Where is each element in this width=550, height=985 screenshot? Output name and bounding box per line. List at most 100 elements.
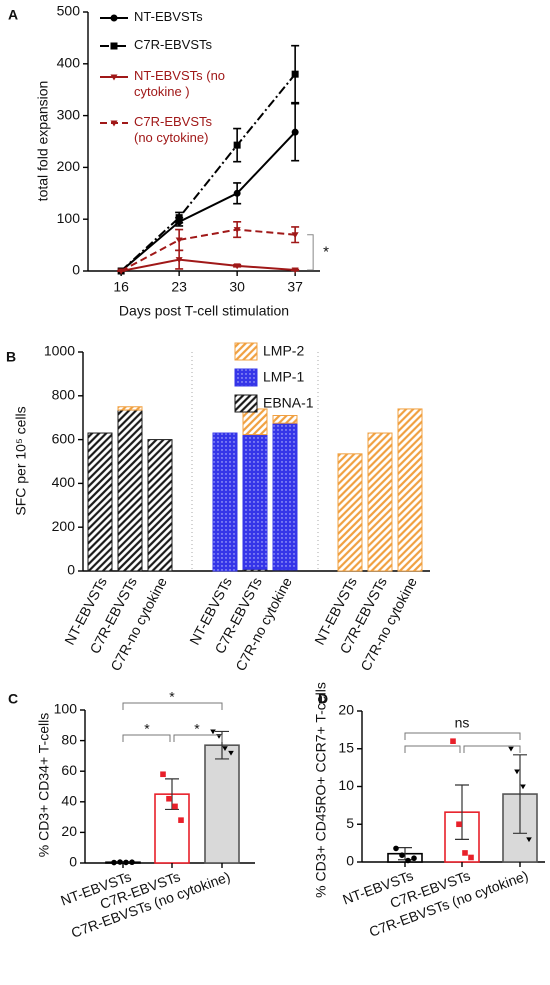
- y-tick-label: 100: [54, 701, 78, 717]
- error-bar: [513, 754, 527, 834]
- series-line: [120, 258, 296, 272]
- y-tick-label: 20: [61, 823, 77, 839]
- bar-segment: [272, 422, 298, 571]
- marker: [175, 257, 183, 264]
- significance-bracket: [307, 234, 314, 271]
- annotation: *: [144, 721, 150, 737]
- marker: [411, 855, 417, 862]
- significance-bracket: [404, 732, 521, 740]
- marker: [462, 850, 468, 856]
- marker: [110, 74, 118, 81]
- annotation: *: [169, 689, 175, 705]
- y-axis-label: total fold expansion: [35, 81, 51, 202]
- y-tick-label: 80: [61, 731, 77, 747]
- y-tick-label: 300: [57, 106, 81, 122]
- y-axis-label: SFC per 10⁵ cells: [13, 406, 29, 515]
- marker: [233, 141, 241, 149]
- y-tick-label: 0: [69, 854, 77, 870]
- panel-letter: B: [6, 349, 16, 365]
- panel-letter: D: [318, 691, 328, 707]
- legend-label: NT-EBVSTs: [134, 9, 203, 24]
- y-tick-label: 0: [67, 562, 75, 578]
- bar-segment: [272, 415, 298, 424]
- marker: [110, 120, 118, 127]
- marker: [129, 859, 135, 866]
- marker: [228, 750, 234, 756]
- series-line: [120, 228, 296, 272]
- marker: [508, 746, 514, 752]
- x-tick-label: 23: [171, 279, 187, 295]
- series-line: [120, 73, 296, 272]
- legend-swatch: [234, 368, 258, 387]
- marker: [450, 738, 456, 744]
- significance-bracket: [173, 734, 223, 742]
- marker: [393, 845, 399, 852]
- y-tick-label: 1000: [44, 343, 75, 359]
- y-tick-label: 400: [57, 55, 81, 71]
- marker: [514, 769, 520, 775]
- marker: [468, 854, 474, 861]
- y-tick-label: 60: [61, 762, 77, 778]
- bar: [204, 744, 240, 864]
- marker: [456, 821, 462, 828]
- x-tick-label: 16: [113, 279, 129, 295]
- marker: [117, 268, 125, 275]
- significance-bracket: [122, 734, 171, 742]
- annotation: *: [194, 721, 200, 737]
- marker: [175, 214, 183, 222]
- annotation: ns: [455, 715, 470, 731]
- bar-segment: [117, 409, 143, 572]
- marker: [520, 784, 526, 790]
- y-tick-label: 0: [346, 853, 354, 869]
- bar-segment: [242, 434, 268, 570]
- series-line: [120, 131, 296, 272]
- marker: [291, 128, 299, 136]
- bar-segment: [117, 406, 143, 411]
- marker: [111, 859, 117, 866]
- legend-label: NT-EBVSTs (no cytokine ): [134, 68, 226, 99]
- y-tick-label: 400: [52, 474, 76, 490]
- marker: [175, 237, 183, 244]
- significance-bracket: [463, 745, 521, 753]
- y-tick-label: 15: [338, 739, 354, 755]
- y-tick-label: 100: [57, 210, 81, 226]
- marker: [233, 263, 241, 270]
- marker: [110, 42, 118, 50]
- marker: [233, 189, 241, 197]
- y-tick-label: 600: [52, 430, 76, 446]
- marker: [172, 803, 178, 810]
- marker: [160, 771, 166, 778]
- y-tick-label: 20: [338, 702, 354, 718]
- marker: [178, 817, 184, 823]
- y-tick-label: 200: [52, 518, 76, 534]
- legend-label: C7R-EBVSTs: [134, 37, 213, 52]
- legend-label: C7R-EBVSTs (no cytokine): [134, 114, 213, 145]
- marker: [291, 70, 299, 78]
- bar-segment: [147, 439, 173, 572]
- annotation: *: [323, 243, 329, 260]
- significance-bracket: [122, 702, 223, 710]
- marker: [110, 14, 118, 22]
- marker: [405, 857, 411, 864]
- panel-letter: A: [8, 7, 18, 23]
- bar-segment: [87, 432, 113, 572]
- marker: [526, 837, 532, 843]
- x-tick-label: 30: [229, 279, 245, 295]
- legend-label: LMP-1: [263, 369, 304, 385]
- marker: [166, 795, 172, 802]
- marker: [222, 746, 228, 752]
- legend-swatch: [234, 394, 258, 413]
- x-tick-label: 37: [287, 279, 303, 295]
- marker: [399, 852, 405, 859]
- y-tick-label: 40: [61, 793, 77, 809]
- panel-letter: C: [8, 691, 18, 707]
- error-bar: [165, 778, 179, 811]
- bar-segment: [337, 453, 363, 572]
- marker: [233, 227, 241, 234]
- marker: [291, 267, 299, 274]
- y-tick-label: 200: [57, 158, 81, 174]
- bar-segment: [397, 408, 423, 572]
- bar-segment: [367, 432, 393, 572]
- marker: [117, 859, 123, 865]
